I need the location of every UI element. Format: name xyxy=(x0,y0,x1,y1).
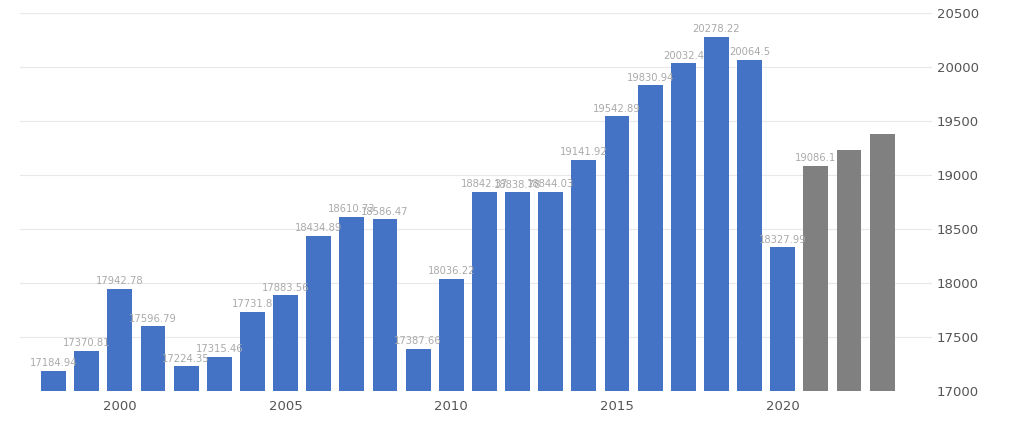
Text: 18610.73: 18610.73 xyxy=(328,204,376,214)
Text: 20278.22: 20278.22 xyxy=(692,24,740,34)
Bar xyxy=(75,351,99,391)
Bar xyxy=(207,357,231,391)
Text: 18844.03: 18844.03 xyxy=(527,179,574,189)
Text: 17731.8: 17731.8 xyxy=(231,299,273,309)
Bar xyxy=(604,116,630,391)
Bar xyxy=(705,37,729,391)
Bar xyxy=(571,160,596,391)
Text: 17370.81: 17370.81 xyxy=(63,338,111,348)
Bar xyxy=(340,217,365,391)
Bar xyxy=(837,150,861,391)
Bar xyxy=(41,371,67,391)
Bar xyxy=(737,60,762,391)
Text: 18434.89: 18434.89 xyxy=(295,223,342,233)
Bar xyxy=(108,289,132,391)
Text: 17942.78: 17942.78 xyxy=(96,276,143,286)
Bar xyxy=(671,63,695,391)
Bar xyxy=(804,165,828,391)
Bar xyxy=(273,295,298,391)
Bar xyxy=(638,85,663,391)
Text: 17596.79: 17596.79 xyxy=(129,313,177,323)
Text: 19141.92: 19141.92 xyxy=(560,147,607,157)
Text: 17883.56: 17883.56 xyxy=(262,283,309,293)
Text: 20032.4: 20032.4 xyxy=(663,51,703,61)
Bar xyxy=(439,279,464,391)
Bar xyxy=(174,366,199,391)
Bar xyxy=(373,220,397,391)
Bar xyxy=(472,192,497,391)
Text: 18036.22: 18036.22 xyxy=(428,266,475,276)
Bar xyxy=(240,312,265,391)
Text: 18842.37: 18842.37 xyxy=(461,179,508,189)
Text: 17184.94: 17184.94 xyxy=(30,358,78,368)
Text: 20064.5: 20064.5 xyxy=(729,47,770,57)
Text: 19086.1: 19086.1 xyxy=(796,153,837,163)
Text: 19830.94: 19830.94 xyxy=(627,72,674,82)
Text: 17315.46: 17315.46 xyxy=(196,344,243,354)
Text: 18838.78: 18838.78 xyxy=(494,180,542,190)
Text: 18327.99: 18327.99 xyxy=(759,235,807,245)
Text: 17387.66: 17387.66 xyxy=(394,336,442,346)
Bar xyxy=(770,247,796,391)
Text: 18586.47: 18586.47 xyxy=(361,207,409,217)
Bar xyxy=(406,349,431,391)
Bar xyxy=(140,326,166,391)
Bar xyxy=(869,134,895,391)
Bar xyxy=(505,192,530,391)
Text: 17224.35: 17224.35 xyxy=(163,354,210,364)
Bar xyxy=(539,192,563,391)
Text: 19542.89: 19542.89 xyxy=(593,104,641,114)
Bar xyxy=(306,236,331,391)
